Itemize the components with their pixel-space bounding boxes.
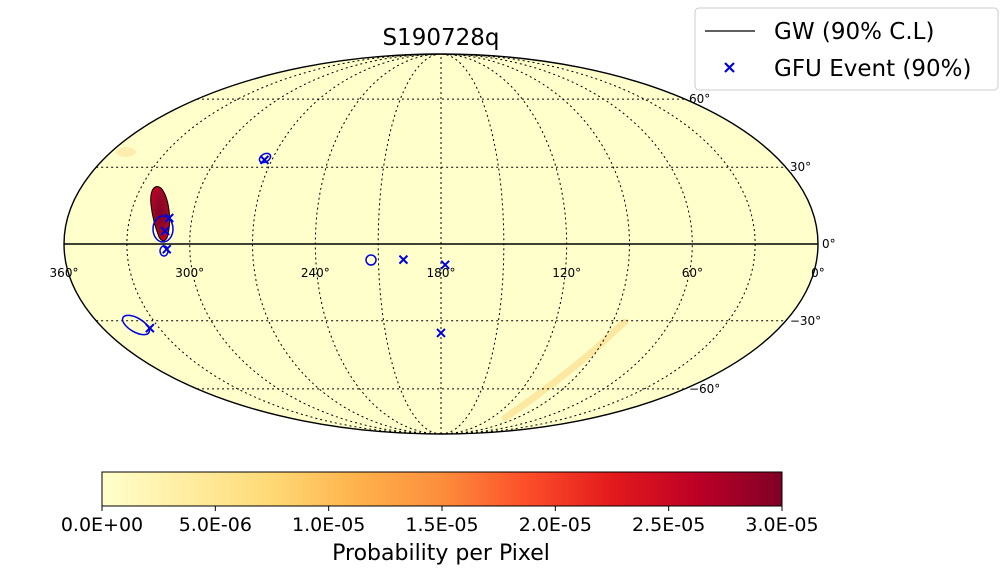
x-tick-label: 180° [427,266,456,280]
x-tick-label: 360° [50,266,79,280]
y-tick-label: 60° [689,92,710,106]
gfu-event-marker [259,155,270,165]
colorbar-tick-label: 3.0E-05 [745,514,818,536]
colorbar-tick-label: 2.0E-05 [519,514,592,536]
x-tick-label: 120° [552,266,581,280]
y-tick-label: −60° [689,382,720,396]
y-tick-label: 0° [822,237,836,251]
x-tick-label: 300° [175,266,204,280]
probability-map [116,147,629,422]
sky-outline [63,53,819,435]
y-tick-labels: 60° 30° 0° −30° −60° [689,92,836,396]
gfu-event-marker [398,254,409,265]
faint-probability-band [501,318,629,422]
gfu-event-marker [145,323,155,333]
chart-title: S190728q [383,25,500,51]
colorbar [101,471,783,507]
gfu-contour [121,314,151,336]
colorbar-tick-label: 0.0E+00 [61,514,143,536]
gfu-event-marker [436,328,446,338]
legend-box [694,7,999,91]
colorbar-tick-label: 5.0E-06 [179,514,252,536]
y-tick-label: −30° [790,314,821,328]
colorbar-tick-label: 1.0E-05 [292,514,365,536]
colorbar-tick-labels: 0.0E+00 5.0E-06 1.0E-05 1.5E-05 2.0E-05 2.5E-… [61,506,819,536]
gfu-event-marker [164,213,174,223]
gfu-contour [152,215,174,243]
faint-probability-spot [116,147,136,157]
x-tick-label: 240° [301,266,330,280]
colorbar-label: Probability per Pixel [332,541,550,566]
x-tick-labels: 360° 300° 240° 180° 120° 60° 0° [50,266,825,280]
legend: GW (90% C.L) GFU Event (90%) [694,7,999,91]
gfu-contour [365,254,377,266]
legend-gfu-label: GFU Event (90%) [774,56,971,82]
legend-gw-label: GW (90% C.L) [774,19,934,45]
y-tick-label: 30° [790,160,811,174]
gw-localization-region [150,186,171,242]
colorbar-tick-label: 1.5E-05 [405,514,478,536]
gfu-event-markers [145,155,450,338]
gfu-event-marker [440,260,450,270]
x-tick-label: 0° [811,266,825,280]
gfu-event-marker [160,226,170,236]
gfu-event-marker [162,244,172,254]
x-tick-label: 60° [682,266,703,280]
legend-gfu-swatch [724,62,735,73]
colorbar-tick-label: 2.5E-05 [632,514,705,536]
